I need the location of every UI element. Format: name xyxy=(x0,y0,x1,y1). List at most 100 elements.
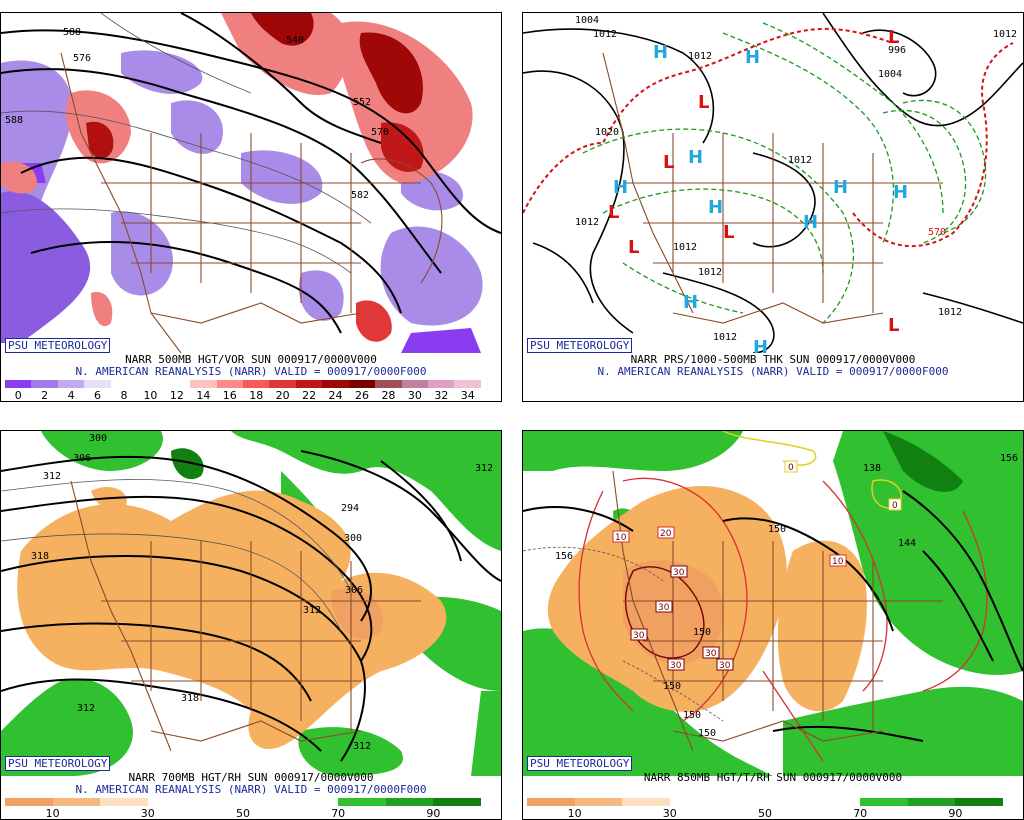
colorbar-tick-label: 24 xyxy=(328,389,343,402)
colorbar-tick-label: 22 xyxy=(302,389,317,402)
temperature-label: 30 xyxy=(655,600,673,613)
colorbar-ticks: 0 2 4 6 8 10 12 14 16 18 20 22 24 26 28 30 32 34 xyxy=(5,390,481,402)
map-500mb: 588 576 540 552 570 582 588 xyxy=(1,13,501,353)
contour-label: 150 xyxy=(683,710,701,721)
colorbar-swatch xyxy=(57,380,85,388)
contour-label: 300 xyxy=(89,433,107,444)
colorbar-swatch xyxy=(147,798,196,806)
temperature-label: 30 xyxy=(630,628,648,641)
colorbar-tick-label: 8 xyxy=(120,389,128,402)
colorbar xyxy=(5,380,481,388)
colorbar-swatch xyxy=(428,380,455,388)
psu-meteorology-badge: PSU METEOROLOGY xyxy=(527,338,633,353)
chart-subtitle: N. AMERICAN REANALYSIS (NARR) VALID = 00… xyxy=(75,783,427,796)
contour-label: 312 xyxy=(353,741,371,752)
contour-label: 150 xyxy=(663,681,681,692)
high-pressure-marker: H xyxy=(613,177,628,198)
contour-label: 150 xyxy=(768,524,786,535)
contour-label: 294 xyxy=(341,503,359,514)
colorbar-swatch xyxy=(322,380,349,388)
contour-label: 312 xyxy=(303,605,321,616)
colorbar-swatch xyxy=(110,380,138,388)
colorbar-tick-label: 90 xyxy=(948,807,963,820)
low-pressure-marker: L xyxy=(628,237,639,258)
contour-label: 1012 xyxy=(788,155,812,166)
high-pressure-marker: H xyxy=(803,212,818,233)
contour-label: 150 xyxy=(693,627,711,638)
colorbar-tick-label: 34 xyxy=(460,389,475,402)
contour-label: 318 xyxy=(31,551,49,562)
colorbar-swatch xyxy=(290,798,339,806)
colorbar-swatch xyxy=(860,798,908,806)
colorbar xyxy=(527,798,1003,806)
low-pressure-marker: L xyxy=(888,27,899,48)
temperature-label: 10 xyxy=(612,530,630,543)
panel-850mb-temp-rh: 156 150 150 150 150 144 138 150 156 20 3… xyxy=(522,430,1024,820)
colorbar-swatch xyxy=(216,380,243,388)
psu-meteorology-badge: PSU METEOROLOGY xyxy=(5,756,111,771)
colorbar-swatch xyxy=(242,798,291,806)
contour-label: 156 xyxy=(555,551,573,562)
contour-label: 1012 xyxy=(593,29,617,40)
colorbar-tick-label: 28 xyxy=(381,389,396,402)
colorbar-swatch xyxy=(433,798,481,806)
svg-text:10: 10 xyxy=(832,557,844,567)
colorbar-swatch xyxy=(190,380,217,388)
chart-subtitle: N. AMERICAN REANALYSIS (NARR) VALID = 00… xyxy=(597,365,949,378)
high-pressure-marker: H xyxy=(893,182,908,203)
colorbar-swatch xyxy=(527,798,575,806)
colorbar-tick-label: 30 xyxy=(407,389,422,402)
colorbar-swatch xyxy=(195,798,243,806)
contour-label: 996 xyxy=(888,45,906,56)
colorbar-swatch xyxy=(242,380,270,388)
temperature-label: 0 xyxy=(784,460,798,473)
colorbar-tick-label: 90 xyxy=(426,807,441,820)
svg-text:0: 0 xyxy=(892,501,898,511)
chart-subtitle: N. AMERICAN REANALYSIS (NARR) VALID = 00… xyxy=(75,365,427,378)
colorbar-tick-label: 12 xyxy=(169,389,184,402)
colorbar-swatch xyxy=(348,380,376,388)
colorbar-swatch xyxy=(295,380,323,388)
temperature-label: 0 xyxy=(888,498,902,511)
contour-label: 582 xyxy=(351,190,369,201)
contour-label: 1012 xyxy=(713,332,737,343)
temperature-label: 30 xyxy=(667,658,685,671)
colorbar-tick-label: 4 xyxy=(67,389,75,402)
svg-text:0: 0 xyxy=(788,463,794,473)
colorbar-tick-label: 10 xyxy=(45,807,60,820)
map-pressure-thickness: H H H H H H H H H H L L L L L L L 1004 1… xyxy=(523,13,1023,353)
colorbar-swatch xyxy=(31,380,58,388)
contour-label: 318 xyxy=(181,693,199,704)
low-pressure-marker: L xyxy=(698,92,709,113)
colorbar-swatch xyxy=(385,798,434,806)
colorbar-swatch xyxy=(717,798,765,806)
colorbar-tick-label: 32 xyxy=(434,389,449,402)
colorbar-swatch xyxy=(100,798,148,806)
colorbar-tick-label: 30 xyxy=(140,807,155,820)
colorbar-swatch xyxy=(955,798,1003,806)
colorbar-swatch xyxy=(5,798,53,806)
contour-label: 1020 xyxy=(595,127,619,138)
svg-text:30: 30 xyxy=(705,649,717,659)
colorbar-swatch xyxy=(907,798,956,806)
contour-label: 588 xyxy=(63,27,81,38)
contour-label: 1012 xyxy=(938,307,962,318)
contour-label: 1012 xyxy=(993,29,1017,40)
chart-title: NARR 850MB HGT/T/RH SUN 000917/0000V000 xyxy=(643,771,903,784)
contour-label: 1012 xyxy=(698,267,722,278)
colorbar-ticks: 10 30 50 70 90 xyxy=(527,808,1003,820)
high-pressure-marker: H xyxy=(683,292,698,313)
high-pressure-marker: H xyxy=(653,42,668,63)
svg-text:30: 30 xyxy=(670,661,682,671)
colorbar-swatch xyxy=(84,380,111,388)
panel-700mb-rh: 300 306 312 318 294 300 306 312 318 312 … xyxy=(0,430,502,820)
colorbar-tick-label: 0 xyxy=(14,389,22,402)
colorbar-ticks: 10 30 50 70 90 xyxy=(5,808,481,820)
contour-label: 1004 xyxy=(575,15,599,26)
contour-label: 1012 xyxy=(673,242,697,253)
contour-label: 576 xyxy=(73,53,91,64)
contour-label: 312 xyxy=(43,471,61,482)
contour-label: 570 xyxy=(928,227,946,238)
high-pressure-marker: H xyxy=(688,147,703,168)
temperature-label: 30 xyxy=(702,646,720,659)
